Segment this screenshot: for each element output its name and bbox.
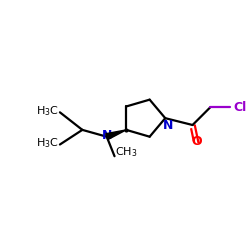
Text: H$_3$C: H$_3$C [36, 137, 59, 150]
Text: N: N [163, 120, 173, 132]
Text: H$_3$C: H$_3$C [36, 104, 59, 118]
Polygon shape [106, 130, 126, 140]
Text: O: O [191, 135, 202, 148]
Text: N: N [102, 129, 112, 142]
Text: Cl: Cl [234, 101, 247, 114]
Text: CH$_3$: CH$_3$ [114, 146, 137, 159]
